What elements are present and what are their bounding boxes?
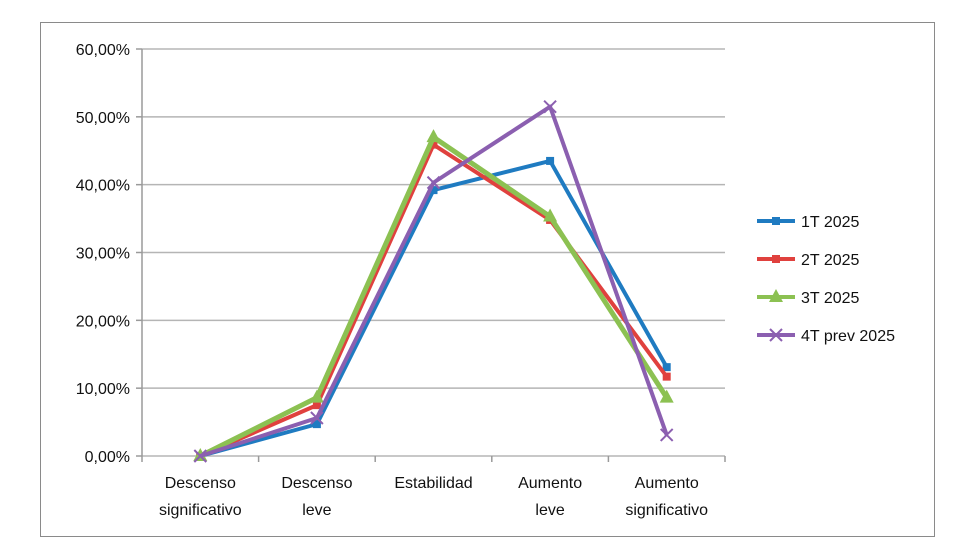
data-point (312, 420, 321, 429)
data-point (429, 140, 438, 149)
legend-item: 1T 2025 (757, 214, 860, 231)
data-point (772, 255, 780, 263)
data-point (662, 363, 671, 372)
x-tick-label: Aumento (635, 475, 699, 492)
y-tick-label: 20,00% (76, 313, 130, 330)
legend-item: 2T 2025 (757, 252, 860, 269)
data-point (312, 401, 321, 410)
legend-label: 1T 2025 (801, 214, 860, 231)
series-3t-2025 (193, 129, 674, 461)
y-tick-label: 30,00% (76, 246, 130, 263)
series-line (199, 158, 669, 458)
legend-item: 4T prev 2025 (757, 328, 895, 345)
data-point (429, 186, 438, 195)
y-tick-label: 0,00% (85, 449, 130, 466)
x-tick-label: significativo (159, 502, 242, 519)
data-point (546, 156, 555, 165)
legend-item: 3T 2025 (757, 289, 860, 307)
series-1t-2025 (196, 156, 671, 460)
x-tick-label: leve (302, 502, 331, 519)
x-tick-label: Descenso (165, 475, 236, 492)
data-point (662, 372, 671, 381)
data-point (659, 389, 674, 403)
y-tick-label: 50,00% (76, 110, 130, 127)
x-tick-label: Aumento (518, 475, 582, 492)
data-point (309, 389, 324, 403)
x-tick-label: Estabilidad (394, 475, 472, 492)
data-point (772, 217, 780, 225)
x-tick-label: Descenso (281, 475, 352, 492)
series-4t-prev-2025 (193, 99, 674, 463)
data-point (193, 449, 208, 463)
data-point (310, 411, 324, 425)
data-point (426, 175, 441, 190)
x-tick-label: leve (535, 502, 564, 519)
y-tick-label: 10,00% (76, 381, 130, 398)
x-tick-label: significativo (625, 502, 708, 519)
legend-label: 2T 2025 (801, 252, 860, 269)
data-point (543, 99, 557, 114)
data-point (426, 129, 441, 143)
y-tick-label: 60,00% (76, 42, 130, 59)
data-point (543, 208, 558, 222)
data-point (769, 289, 783, 302)
data-point (659, 428, 674, 442)
legend-label: 3T 2025 (801, 290, 860, 307)
chart-frame (40, 22, 935, 537)
legend-label: 4T prev 2025 (801, 328, 895, 345)
data-point (769, 328, 783, 342)
y-tick-label: 40,00% (76, 178, 130, 195)
